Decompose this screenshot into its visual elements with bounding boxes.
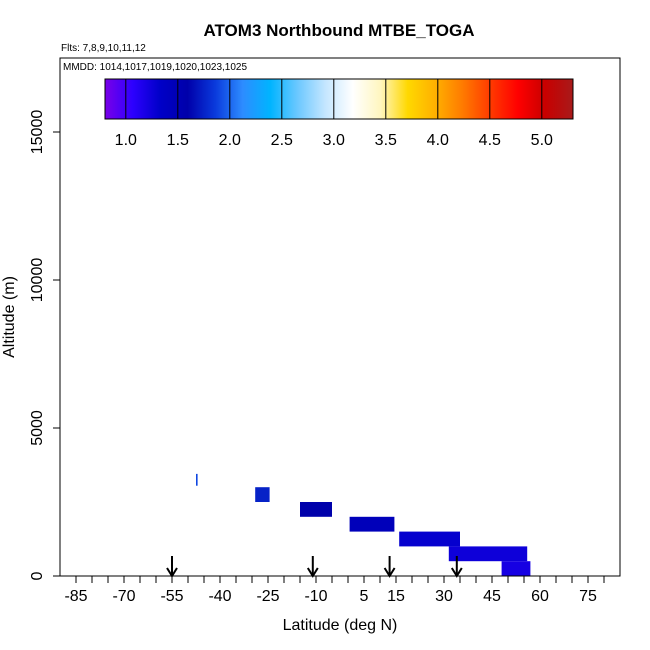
data-cell [399, 531, 460, 547]
colorbar-tick-label: 4.0 [427, 132, 449, 149]
colorbar-tick-label: 2.0 [219, 132, 241, 149]
x-tick-label: 60 [531, 588, 549, 605]
data-cells [196, 473, 531, 576]
x-tick-label: 75 [579, 588, 597, 605]
colorbar: 1.0 1.5 2.0 2.5 3.0 3.5 4.0 4.5 5.0 [104, 78, 574, 149]
data-cell [448, 546, 528, 562]
y-axis-label: Altitude (m) [1, 276, 18, 358]
y-axis: 0 5000 10000 15000 [29, 110, 60, 580]
data-cell [349, 516, 395, 532]
data-cell [300, 502, 332, 517]
colorbar-tick-label: 3.5 [375, 132, 397, 149]
colorbar-labels: 1.0 1.5 2.0 2.5 3.0 3.5 4.0 4.5 5.0 [115, 132, 553, 149]
x-tick-label: -70 [112, 588, 135, 605]
x-tick-label: -10 [304, 588, 327, 605]
data-cell [501, 561, 531, 576]
x-axis-label: Latitude (deg N) [283, 617, 398, 634]
x-tick-label: 15 [387, 588, 405, 605]
colorbar-tick-label: 1.5 [167, 132, 189, 149]
data-cell [255, 487, 270, 502]
x-tick-label: 5 [360, 588, 369, 605]
y-tick-label: 10000 [29, 258, 46, 303]
x-tick-label: 45 [483, 588, 501, 605]
colorbar-tick-label: 2.5 [271, 132, 293, 149]
flight-arrows [166, 556, 463, 578]
colorbar-dividers [125, 79, 543, 119]
x-axis: -85 -70 -55 -40 -25 -10 5 15 30 45 60 75 [60, 575, 620, 605]
y-tick-label: 5000 [29, 410, 46, 446]
x-ticks: -85 -70 -55 -40 -25 -10 5 15 30 45 60 75 [64, 576, 605, 605]
dates-subtitle: MMDD: 1014,1017,1019,1020,1023,1025 [63, 62, 247, 73]
x-tick-label: -85 [64, 588, 87, 605]
x-tick-label: -40 [208, 588, 231, 605]
y-tick-label: 0 [29, 571, 46, 580]
data-cell [196, 473, 198, 486]
colorbar-tick-label: 1.0 [115, 132, 137, 149]
colorbar-bar [104, 78, 574, 120]
colorbar-tick-label: 4.5 [479, 132, 501, 149]
y-ticks: 0 5000 10000 15000 [29, 110, 60, 580]
x-tick-label: 30 [435, 588, 453, 605]
chart-title: ATOM3 Northbound MTBE_TOGA [203, 21, 474, 40]
y-tick-label: 15000 [29, 110, 46, 155]
colorbar-tick-label: 5.0 [531, 132, 553, 149]
x-tick-label: -25 [256, 588, 279, 605]
flights-subtitle: Flts: 7,8,9,10,11,12 [61, 43, 146, 54]
colorbar-tick-label: 3.0 [323, 132, 345, 149]
x-tick-label: -55 [160, 588, 183, 605]
